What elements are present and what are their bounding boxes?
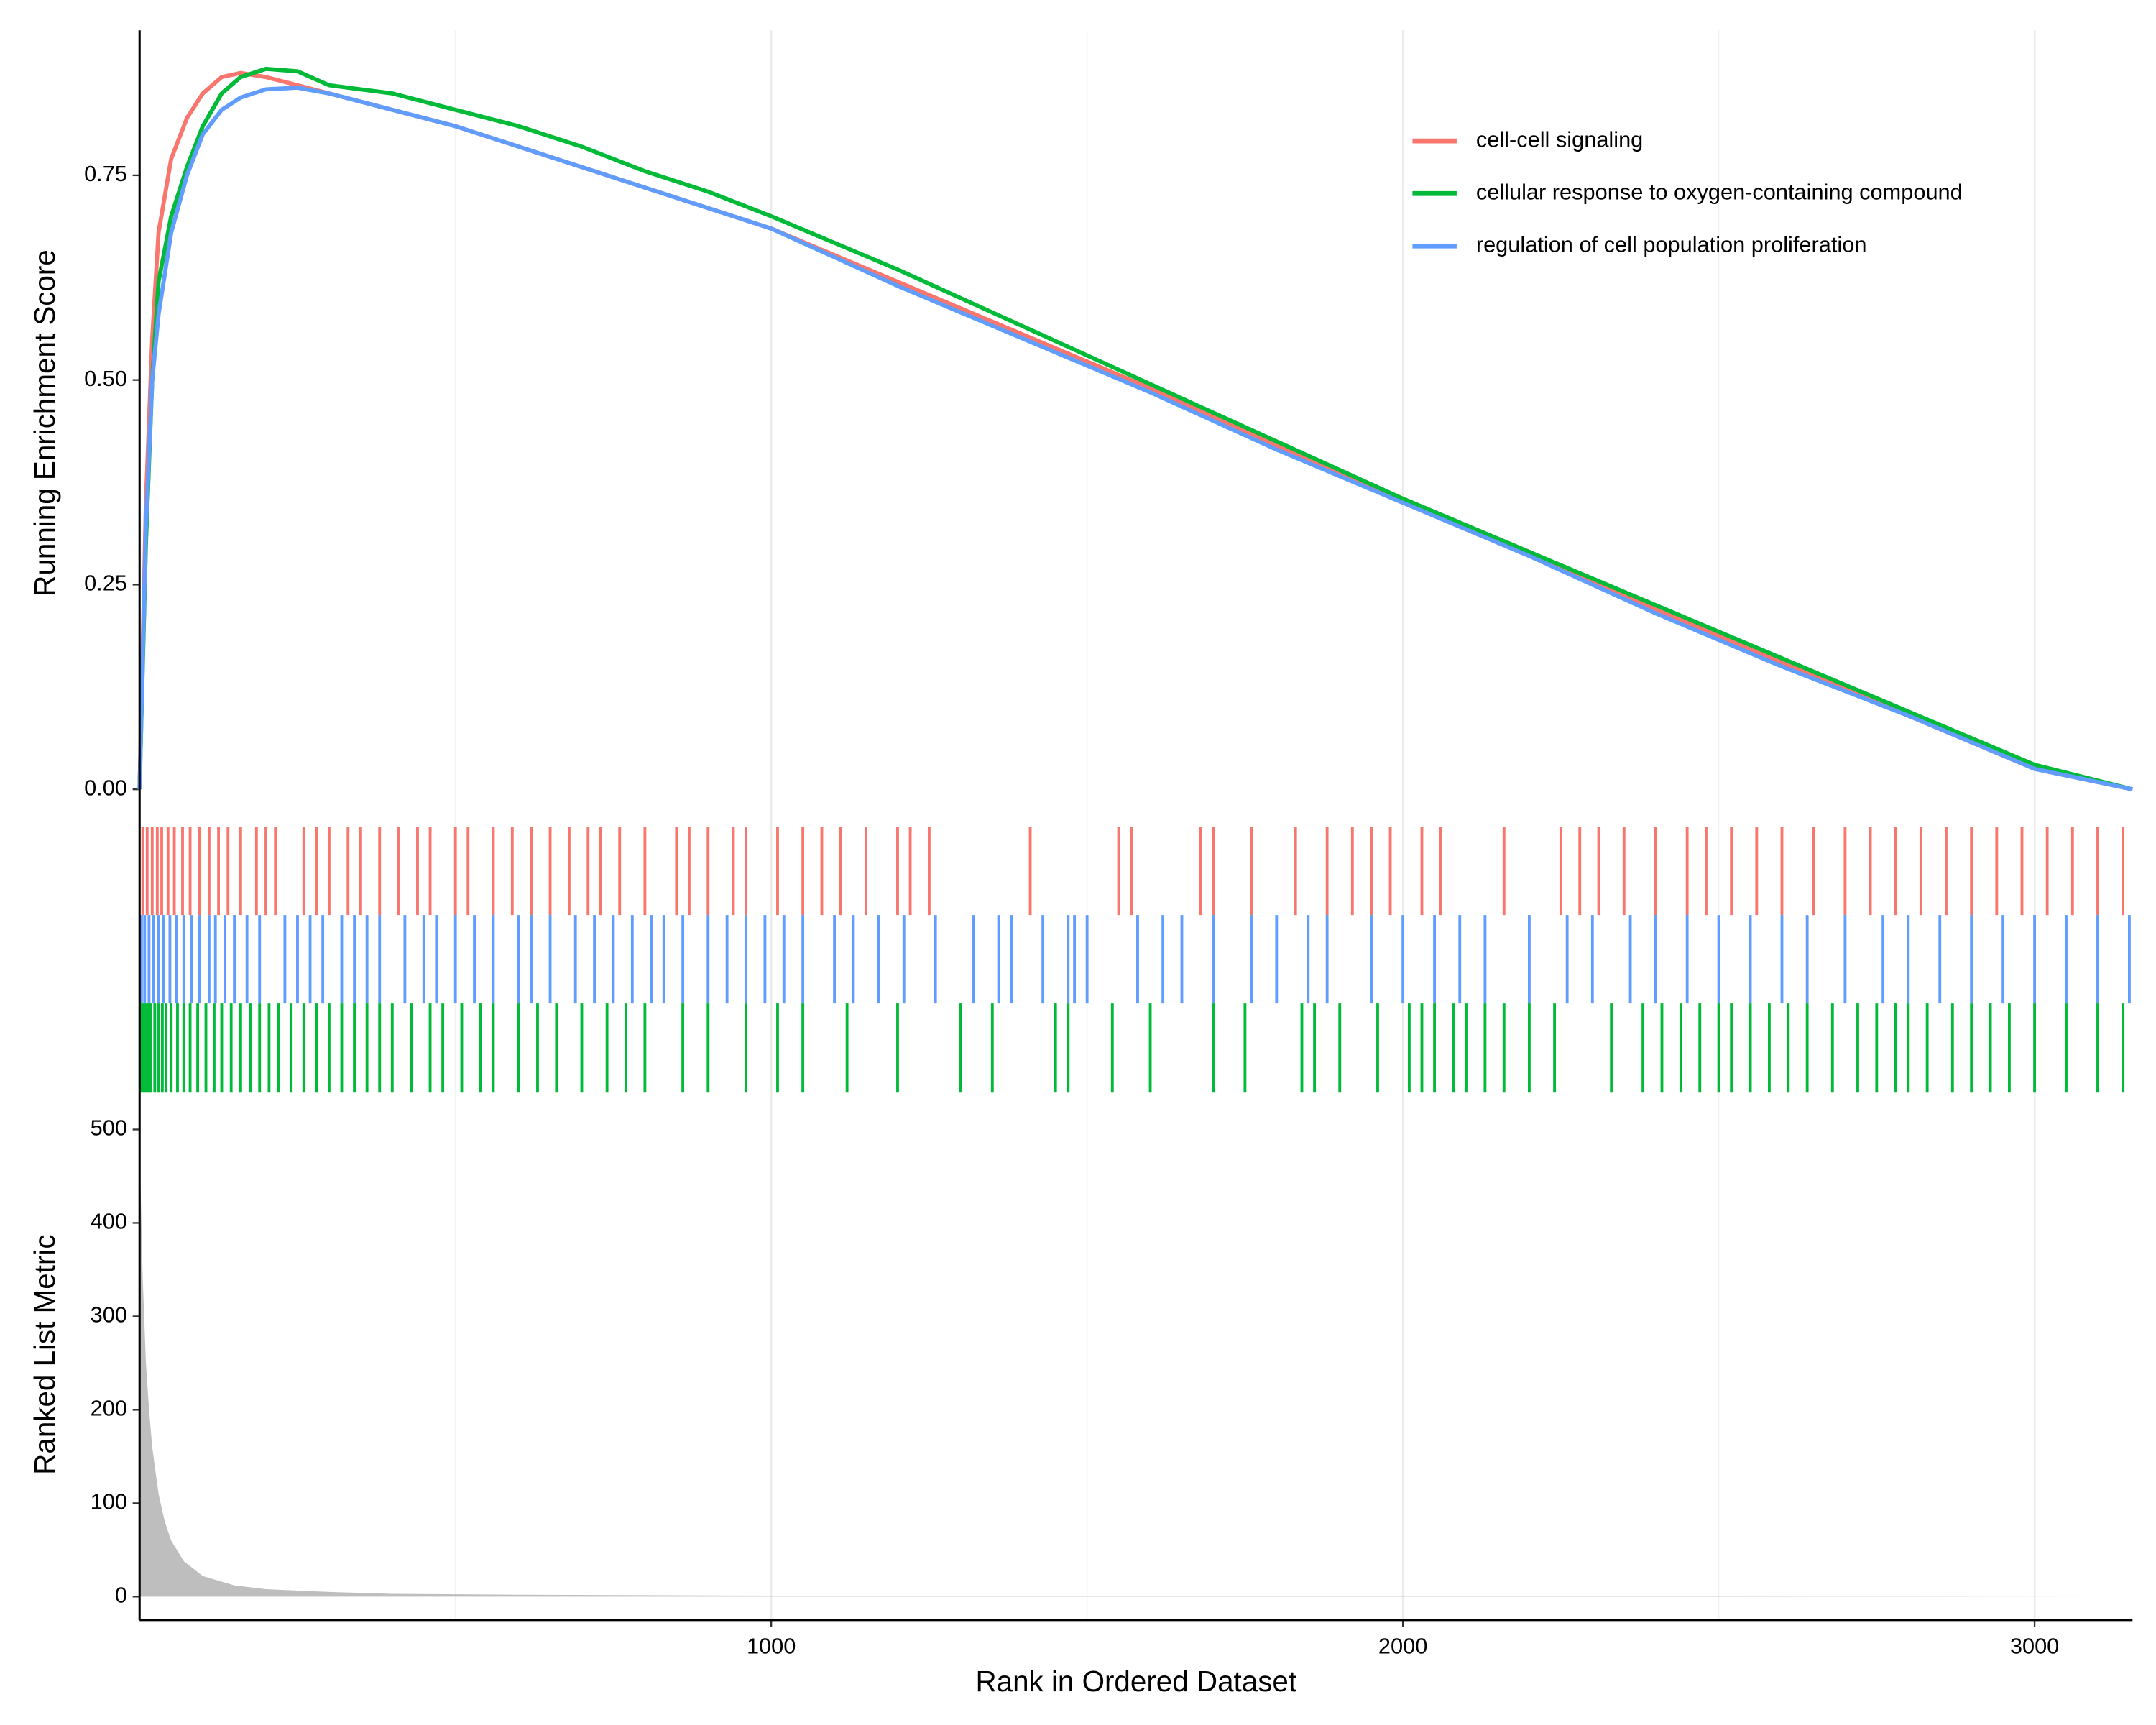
enrichment-line	[137, 66, 2134, 791]
legend-label: cell-cell signaling	[1476, 126, 1643, 152]
y-tick-label: 0.75	[84, 161, 127, 186]
x-axis-title: Rank in Ordered Dataset	[975, 1665, 1296, 1698]
enrichment-line	[137, 86, 2133, 791]
x-tick-label: 1000	[747, 1633, 796, 1658]
y-tick-label: 0.25	[84, 571, 127, 596]
y-tick-label: 400	[91, 1209, 127, 1234]
legend-label: cellular response to oxygen-containing c…	[1476, 179, 1963, 204]
y-axis-title: Running Enrichment Score	[28, 249, 61, 597]
x-tick-label: 2000	[1378, 1633, 1427, 1658]
x-tick-label: 3000	[2010, 1633, 2059, 1658]
y-tick-label: 0	[115, 1582, 127, 1607]
y-tick-label: 500	[91, 1116, 127, 1141]
y-tick-label: 200	[91, 1396, 127, 1421]
y-tick-label: 100	[91, 1489, 127, 1514]
y-tick-label: 0.00	[84, 775, 127, 800]
legend-label: regulation of cell population proliferat…	[1476, 231, 1867, 257]
y-tick-label: 300	[91, 1302, 127, 1328]
y-axis-title: Ranked List Metric	[28, 1234, 61, 1474]
metric-area	[140, 1171, 2133, 1597]
y-tick-label: 0.50	[84, 366, 127, 391]
